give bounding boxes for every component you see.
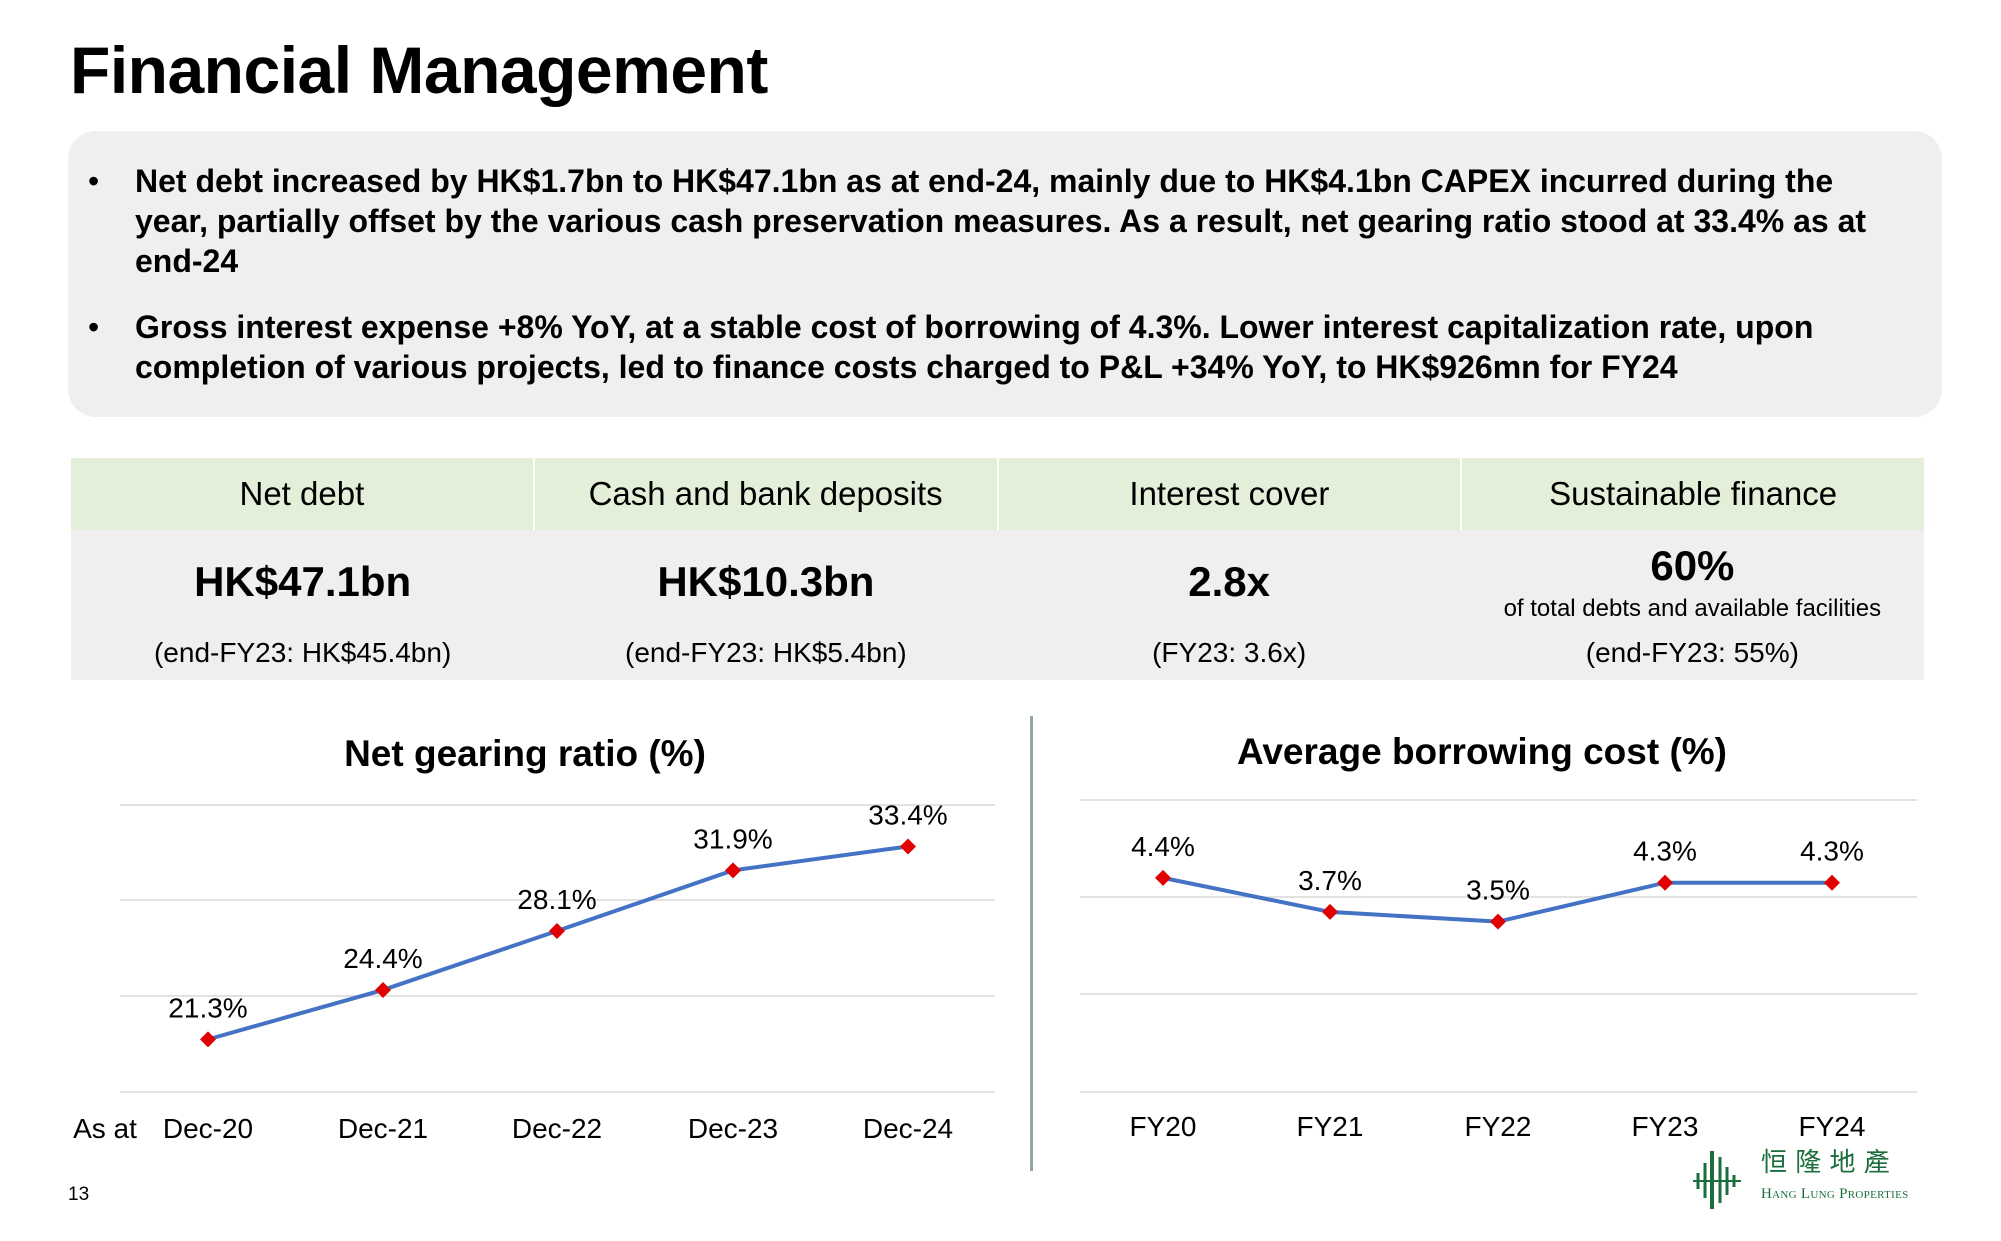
summary-item: • Gross interest expense +8% YoY, at a s… xyxy=(68,307,1902,387)
borrowing-cost-data-label: 3.5% xyxy=(1466,875,1530,906)
summary-text: Gross interest expense +8% YoY, at a sta… xyxy=(135,309,1814,385)
borrowing-cost-data-label: 3.7% xyxy=(1298,865,1362,896)
net-gearing-data-point xyxy=(900,838,916,855)
net-gearing-tick-label: Dec-21 xyxy=(338,1113,428,1144)
kpi-value: HK$47.1bn xyxy=(194,558,412,605)
net-gearing-series-line xyxy=(207,844,909,1042)
borrowing-cost-tick-label: FY20 xyxy=(1130,1111,1197,1142)
kpi-net-debt: HK$47.1bn (end-FY23: HK$45.4bn) xyxy=(71,530,534,680)
borrowing-cost-tick-label: FY23 xyxy=(1632,1111,1699,1142)
net-gearing-data-point xyxy=(375,981,391,998)
summary-panel: • Net debt increased by HK$1.7bn to HK$4… xyxy=(68,131,1942,417)
kpi-note: of total debts and available facilities xyxy=(1503,595,1882,622)
kpi-value: 2.8x xyxy=(1188,558,1270,605)
net-gearing-tick-label: Dec-20 xyxy=(163,1113,253,1144)
kpi-header-net-debt: Net debt xyxy=(71,458,535,530)
borrowing-cost-data-point xyxy=(1657,874,1673,891)
net-gearing-data-label: 33.4% xyxy=(868,799,947,830)
kpi-value: HK$10.3bn xyxy=(657,558,875,605)
borrowing-cost-data-point xyxy=(1490,913,1506,930)
bullet-icon: • xyxy=(88,163,100,199)
net-gearing-data-point xyxy=(725,862,741,879)
page-title: Financial Management xyxy=(70,33,768,107)
logo-english-text: Hang Lung Properties xyxy=(1761,1186,1909,1202)
net-gearing-data-point xyxy=(549,922,565,939)
net-gearing-tick-label: Dec-24 xyxy=(863,1113,953,1144)
borrowing-cost-tick-label: FY21 xyxy=(1297,1111,1364,1142)
net-gearing-chart-title: Net gearing ratio (%) xyxy=(344,733,706,774)
kpi-sustainable-finance: 60% of total debts and available facilit… xyxy=(1461,530,1924,680)
kpi-comparison: (FY23: 3.6x) xyxy=(1152,637,1307,668)
summary-item: • Net debt increased by HK$1.7bn to HK$4… xyxy=(68,161,1902,281)
chart-divider xyxy=(1030,716,1033,1171)
kpi-cash: HK$10.3bn (end-FY23: HK$5.4bn) xyxy=(534,530,997,680)
kpi-value-row: HK$47.1bn (end-FY23: HK$45.4bn) HK$10.3b… xyxy=(71,530,1924,680)
net-gearing-data-label: 21.3% xyxy=(168,992,247,1023)
kpi-comparison: (end-FY23: 55%) xyxy=(1585,637,1799,668)
kpi-header-interest-cover: Interest cover xyxy=(999,458,1463,530)
net-gearing-data-label: 31.9% xyxy=(693,823,772,854)
borrowing-cost-data-point xyxy=(1824,874,1840,891)
hang-lung-logo: 恒 隆 地 產 Hang Lung Properties xyxy=(1693,1148,1909,1209)
kpi-header-sustainable-finance: Sustainable finance xyxy=(1549,475,1838,512)
kpi-header-row: Net debt Cash and bank deposits Interest… xyxy=(71,458,1924,530)
borrowing-cost-tick-label: FY24 xyxy=(1799,1111,1866,1142)
kpi-interest-cover: 2.8x (FY23: 3.6x) xyxy=(998,530,1461,680)
borrowing-cost-data-label: 4.3% xyxy=(1800,836,1864,867)
page-number: 13 xyxy=(68,1184,90,1205)
kpi-comparison: (end-FY23: HK$45.4bn) xyxy=(153,637,452,668)
borrowing-cost-data-point xyxy=(1155,869,1171,886)
net-gearing-axis-prefix: As at xyxy=(73,1113,137,1144)
net-gearing-data-label: 24.4% xyxy=(343,943,422,974)
net-gearing-tick-label: Dec-23 xyxy=(688,1113,778,1144)
summary-list: • Net debt increased by HK$1.7bn to HK$4… xyxy=(68,131,1942,387)
borrowing-cost-data-point xyxy=(1322,903,1338,920)
borrowing-cost-data-label: 4.4% xyxy=(1131,831,1195,862)
net-gearing-tick-label: Dec-22 xyxy=(512,1113,602,1144)
kpi-header-cash: Cash and bank deposits xyxy=(535,458,999,530)
borrowing-cost-data-label: 4.3% xyxy=(1633,836,1697,867)
kpi-value: 60% xyxy=(1650,542,1735,589)
borrowing-cost-tick-label: FY22 xyxy=(1465,1111,1532,1142)
borrowing-cost-chart-title: Average borrowing cost (%) xyxy=(1237,731,1727,772)
kpi-table: Net debt Cash and bank deposits Interest… xyxy=(71,458,1924,680)
net-gearing-data-label: 28.1% xyxy=(517,884,596,915)
logo-chinese-text: 恒 隆 地 產 xyxy=(1761,1148,1890,1178)
summary-text: Net debt increased by HK$1.7bn to HK$47.… xyxy=(135,163,1867,279)
logo-mark-icon xyxy=(1693,1151,1741,1209)
net-gearing-data-point xyxy=(200,1031,216,1048)
kpi-comparison: (end-FY23: HK$5.4bn) xyxy=(625,637,907,668)
bullet-icon: • xyxy=(88,309,100,345)
